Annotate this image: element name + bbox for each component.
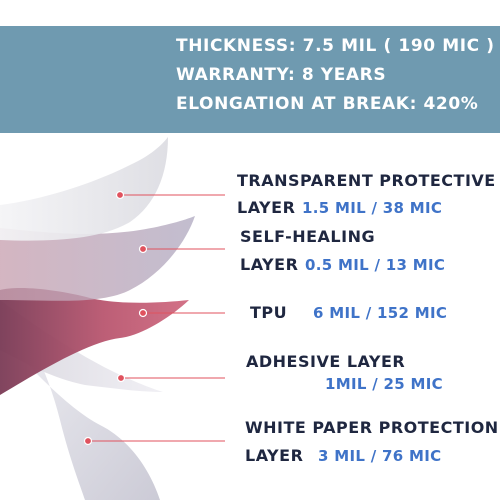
white-paper-protection-label: WHITE PAPER PROTECTION — [245, 418, 499, 437]
elongation-spec: ELONGATION AT BREAK: 420% — [176, 94, 479, 114]
film-layers-illustration — [0, 137, 225, 500]
self-healing-thickness: 0.5 MIL / 13 MIC — [305, 256, 446, 274]
transparent-protective-thickness: 1.5 MIL / 38 MIC — [302, 199, 443, 217]
transparent-protective-label: TRANSPARENT PROTECTIVE — [237, 171, 496, 190]
self-healing-pointer-dot — [138, 244, 148, 254]
white-paper-protection-thickness: 3 MIL / 76 MIC — [318, 447, 442, 465]
white-paper-protection-layer-shape — [0, 300, 160, 500]
transparent-protective-label-line2: LAYER — [237, 198, 296, 217]
tpu-label: TPU — [250, 303, 288, 322]
white-paper-pointer-dot — [83, 436, 93, 446]
adhesive-pointer-dot — [116, 373, 126, 383]
adhesive-label: ADHESIVE LAYER — [246, 352, 406, 371]
thickness-spec: THICKNESS: 7.5 MIL ( 190 MIC ) — [176, 36, 495, 56]
warranty-spec: WARRANTY: 8 YEARS — [176, 65, 387, 85]
white-paper-protection-label-line2: LAYER — [245, 446, 304, 465]
self-healing-label: SELF-HEALING — [240, 227, 376, 246]
adhesive-thickness: 1MIL / 25 MIC — [325, 375, 443, 393]
self-healing-label-line2: LAYER — [240, 255, 299, 274]
transparent-layer-pointer-dot — [115, 190, 125, 200]
transparent-protective-layer-shape — [0, 137, 168, 241]
tpu-pointer-dot — [138, 308, 148, 318]
specs-banner: THICKNESS: 7.5 MIL ( 190 MIC ) WARRANTY:… — [0, 26, 500, 133]
tpu-thickness: 6 MIL / 152 MIC — [313, 304, 448, 322]
